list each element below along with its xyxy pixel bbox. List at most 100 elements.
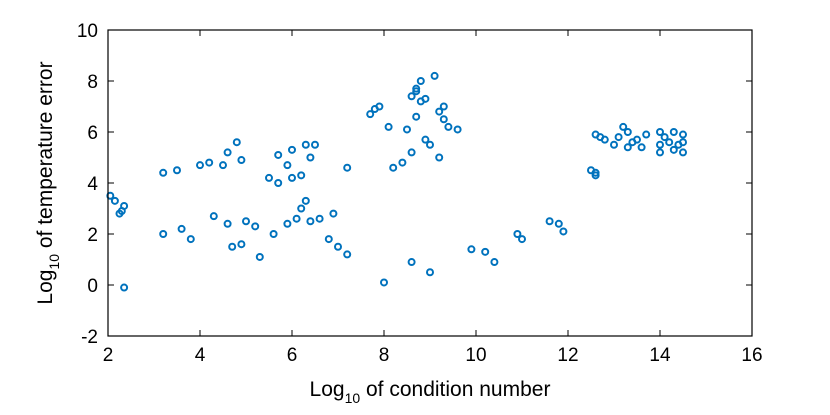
x-tick-label: 10 bbox=[465, 345, 486, 366]
data-point bbox=[439, 115, 448, 124]
axis-ticks: 2 4 6 8 10 12 14 16 -2 0 2 4 6 8 10 bbox=[77, 21, 763, 366]
data-point bbox=[642, 130, 651, 139]
data-point bbox=[513, 230, 522, 238]
data-point bbox=[545, 217, 554, 226]
data-point bbox=[120, 201, 129, 210]
data-point bbox=[297, 171, 306, 180]
data-point bbox=[237, 240, 246, 249]
data-point bbox=[251, 222, 260, 231]
data-point bbox=[426, 140, 434, 149]
data-point bbox=[375, 102, 384, 111]
data-point bbox=[407, 258, 416, 267]
data-point bbox=[301, 196, 310, 205]
x-tick-label: 2 bbox=[103, 345, 114, 366]
data-point bbox=[412, 112, 421, 121]
data-point bbox=[591, 130, 600, 139]
data-point bbox=[619, 122, 628, 131]
data-point bbox=[242, 217, 250, 226]
data-point bbox=[177, 224, 186, 233]
data-point bbox=[656, 140, 664, 149]
data-point bbox=[600, 135, 609, 144]
data-point bbox=[274, 150, 283, 159]
data-point bbox=[421, 135, 430, 144]
data-point bbox=[412, 87, 421, 96]
x-tick-label: 14 bbox=[649, 345, 671, 366]
data-point bbox=[435, 107, 444, 116]
y-tick-label: 6 bbox=[87, 123, 98, 144]
data-point bbox=[674, 140, 683, 149]
data-point bbox=[315, 214, 324, 223]
x-tick-label: 6 bbox=[287, 345, 298, 366]
data-point bbox=[426, 268, 434, 277]
data-point bbox=[637, 143, 646, 152]
data-point bbox=[669, 145, 678, 154]
data-point bbox=[430, 71, 439, 80]
data-point bbox=[324, 235, 333, 244]
data-point bbox=[106, 191, 115, 200]
data-point bbox=[343, 250, 352, 259]
data-point bbox=[623, 143, 632, 152]
data-point bbox=[444, 122, 453, 131]
data-point bbox=[301, 140, 310, 149]
data-point bbox=[209, 212, 218, 221]
data-point bbox=[115, 209, 124, 218]
data-point bbox=[269, 230, 278, 238]
data-point bbox=[110, 196, 119, 205]
x-tick-label: 12 bbox=[557, 345, 578, 366]
data-point bbox=[633, 135, 641, 144]
data-point bbox=[223, 148, 232, 157]
data-point bbox=[439, 102, 448, 111]
y-tick-label: 8 bbox=[87, 72, 98, 93]
data-point bbox=[232, 138, 241, 147]
data-point bbox=[186, 235, 195, 244]
y-tick-label: 0 bbox=[87, 276, 98, 297]
data-point bbox=[398, 158, 407, 167]
data-point bbox=[205, 158, 214, 167]
y-tick-label: 10 bbox=[77, 21, 98, 42]
data-point bbox=[591, 168, 600, 177]
x-tick-label: 8 bbox=[379, 345, 390, 366]
data-point bbox=[665, 138, 674, 147]
data-point bbox=[283, 219, 292, 228]
data-point bbox=[159, 230, 168, 238]
data-point bbox=[366, 110, 375, 119]
x-tick-label: 16 bbox=[741, 345, 762, 366]
data-point bbox=[297, 204, 306, 213]
data-point bbox=[223, 219, 232, 228]
data-point bbox=[559, 227, 568, 236]
data-point bbox=[623, 128, 632, 136]
data-point bbox=[265, 173, 273, 182]
data-point bbox=[237, 156, 246, 165]
data-point bbox=[660, 133, 669, 142]
data-point bbox=[306, 153, 315, 162]
data-point bbox=[679, 130, 687, 139]
data-point bbox=[120, 283, 129, 292]
y-tick-label: -2 bbox=[81, 327, 98, 348]
data-point bbox=[228, 242, 237, 251]
data-point bbox=[159, 168, 168, 177]
data-point bbox=[656, 128, 664, 136]
data-point bbox=[453, 125, 462, 134]
data-point bbox=[334, 242, 342, 251]
data-point bbox=[435, 153, 444, 162]
data-point bbox=[656, 148, 664, 157]
data-point bbox=[274, 179, 283, 187]
data-point bbox=[481, 247, 490, 256]
data-point bbox=[490, 258, 499, 267]
data-point bbox=[416, 77, 425, 85]
x-tick-label: 4 bbox=[195, 345, 206, 366]
data-point bbox=[288, 173, 296, 182]
data-point bbox=[329, 209, 338, 218]
data-point bbox=[311, 140, 319, 149]
data-point bbox=[421, 94, 430, 103]
data-point bbox=[384, 122, 393, 131]
data-point bbox=[288, 145, 296, 154]
data-point bbox=[403, 125, 411, 134]
data-point bbox=[196, 161, 204, 170]
data-point bbox=[679, 148, 687, 157]
data-point bbox=[389, 163, 398, 172]
data-point bbox=[255, 252, 264, 261]
data-point bbox=[292, 214, 301, 223]
data-point bbox=[614, 133, 623, 142]
